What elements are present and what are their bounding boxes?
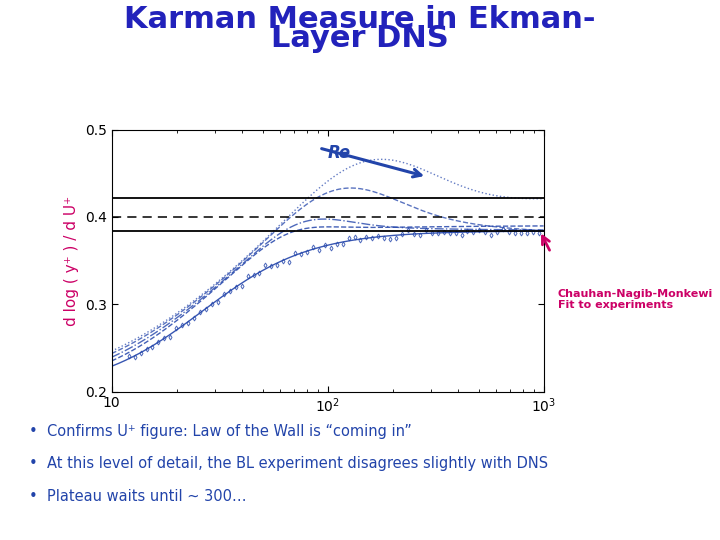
Text: •  Plateau waits until ~ 300…: • Plateau waits until ~ 300… — [29, 489, 246, 504]
Text: Chauhan-Nagib-Monkewi
Fit to experiments: Chauhan-Nagib-Monkewi Fit to experiments — [558, 289, 714, 310]
Text: •  At this level of detail, the BL experiment disagrees slightly with DNS: • At this level of detail, the BL experi… — [29, 456, 548, 471]
Text: Layer DNS: Layer DNS — [271, 24, 449, 53]
Text: Karman Measure in Ekman-: Karman Measure in Ekman- — [125, 5, 595, 35]
Text: Re: Re — [328, 144, 351, 163]
Text: •  Confirms U⁺ figure: Law of the Wall is “coming in”: • Confirms U⁺ figure: Law of the Wall is… — [29, 424, 412, 439]
Y-axis label: d log ( y⁺ ) / d U⁺: d log ( y⁺ ) / d U⁺ — [64, 195, 79, 326]
